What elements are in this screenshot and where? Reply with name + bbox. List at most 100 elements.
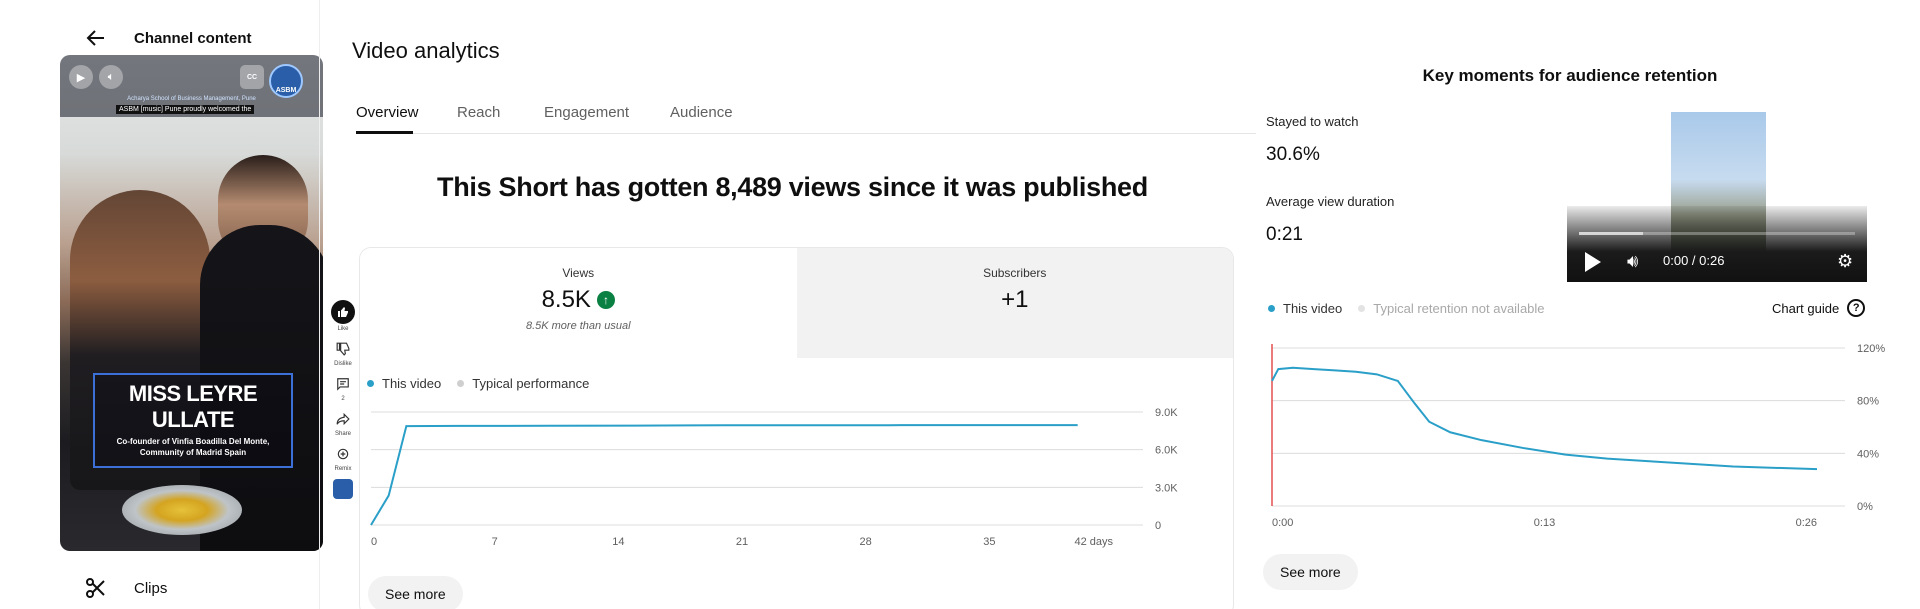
share-icon[interactable] [333,409,353,429]
short-video-preview[interactable]: ▶ 🔈︎ CC ASBM Acharya School of Business … [60,55,323,551]
views-chart: 9.0K 6.0K 3.0K 0 0 7 14 21 28 35 42 days [370,407,1178,548]
x-tick-label: 7 [492,536,498,548]
channel-avatar-action[interactable] [328,479,358,499]
x-tick-label: 42 days [1074,536,1113,548]
video-plate [122,485,242,535]
seek-bar[interactable] [1579,232,1855,235]
y-tick-label: 0 [1155,520,1161,532]
y-tick-label: 9.0K [1155,407,1178,419]
play-icon[interactable] [1585,252,1601,272]
page-title: Video analytics [352,38,500,63]
y-tick-label: 120% [1857,343,1885,355]
legend-typical: Typical performance [472,376,590,391]
scissors-icon [86,578,105,598]
share-label: Share [334,431,351,437]
series-line [1271,366,1818,471]
tab-audience[interactable]: Audience [670,104,733,121]
legend-dot [1358,305,1366,312]
lower-third: MISS LEYRE ULLATE Co-founder of Vinfia B… [93,373,293,468]
volume-icon[interactable]: 🔈︎ [99,65,123,89]
thumbs-up-icon[interactable] [331,300,355,324]
comment-icon[interactable] [333,374,353,394]
video-caption: ASBM [music] Pune proudly welcomed the [116,105,255,114]
series-line [370,424,1078,526]
analytics-tabs: Overview Reach Engagement Audience [356,100,1256,134]
y-tick-label: 3.0K [1155,482,1178,494]
see-more-button[interactable]: See more [368,576,463,609]
avg-view-duration-value: 0:21 [1266,224,1303,245]
active-tab-indicator [356,131,413,134]
chart-guide-label: Chart guide [1772,300,1840,316]
seek-bar-buffer [1579,232,1643,235]
remix-label: Remix [334,466,352,472]
arrow-up-icon: ↑ [596,291,615,309]
player-controls-bg [1567,206,1867,282]
x-tick-label: 28 [860,536,872,548]
tab-engagement[interactable]: Engagement [544,104,630,121]
key-moments-title: Key moments for audience retention [1422,66,1718,85]
comments-action[interactable]: 2 [328,374,358,402]
channel-content-title: Channel content [134,29,252,47]
volume-icon[interactable]: 🔊︎ [1627,251,1639,271]
column-divider [319,0,320,609]
like-action[interactable]: Like [328,300,358,332]
y-tick-label: 6.0K [1155,445,1178,457]
remix-action[interactable]: Remix [328,444,358,472]
views-metric[interactable]: Views 8.5K ↑ 8.5K more than usual [360,248,797,358]
gear-icon[interactable]: ⚙ [1837,251,1854,271]
person-subtitle: Co-founder of Vinfia Boadilla Del Monte,… [116,437,270,457]
legend-this-video: This video [1283,301,1343,316]
clips-nav-item[interactable]: Clips [84,576,167,600]
player-time: 0:00 / 0:26 [1663,253,1725,268]
video-school-name: Acharya School of Business Management, P… [127,96,256,102]
back-row[interactable]: Channel content [84,26,252,50]
see-more-retention-button[interactable]: See more [1263,554,1358,590]
legend-dot [457,380,465,387]
remix-icon[interactable] [333,444,353,464]
views-label: Views [562,266,595,280]
views-value-row: 8.5K ↑ [360,286,797,314]
tab-reach[interactable]: Reach [457,104,501,121]
x-tick-label: 0:00 [1272,517,1293,529]
thumbs-down-icon[interactable] [333,339,353,359]
legend-typical-unavailable: Typical retention not available [1373,301,1545,316]
x-tick-label: 21 [736,536,748,548]
legend-dot [367,380,374,387]
captions-icon[interactable]: CC [240,65,264,89]
x-tick-label: 0:26 [1796,517,1817,529]
arrow-left-icon[interactable] [84,26,108,50]
y-tick-label: 0% [1857,501,1873,513]
views-card: Views 8.5K ↑ 8.5K more than usual Subscr… [359,247,1234,609]
subscribers-value: +1 [1001,286,1029,313]
short-actions: Like Dislike 2 Share Remix [328,300,358,506]
x-tick-label: 14 [612,536,624,548]
y-tick-label: 40% [1857,448,1879,460]
comment-count: 2 [341,396,345,402]
x-tick-label: 0:13 [1534,517,1555,529]
views-chart-legend: This video Typical performance [367,376,589,391]
play-icon[interactable]: ▶ [69,65,93,89]
stayed-to-watch-value: 30.6% [1266,144,1320,165]
dislike-label: Dislike [334,361,352,367]
legend-this-video: This video [382,376,442,391]
share-action[interactable]: Share [328,409,358,437]
channel-avatar[interactable] [333,479,353,499]
y-tick-label: 80% [1857,396,1879,408]
tab-overview[interactable]: Overview [356,104,419,121]
x-tick-label: 35 [983,536,995,548]
dislike-action[interactable]: Dislike [328,339,358,367]
person-name: MISS LEYRE ULLATE [128,381,258,432]
views-value: 8.5K [541,286,591,313]
x-tick-label: 0 [371,536,377,548]
views-headline: This Short has gotten 8,489 views since … [437,172,1148,202]
avg-view-duration-label: Average view duration [1266,194,1395,209]
retention-video-player[interactable]: 🔊︎ 0:00 / 0:26 ⚙ [1567,112,1867,282]
subscribers-label: Subscribers [983,266,1047,280]
help-icon: ? [1847,299,1866,317]
retention-chart: 120% 80% 40% 0% 0:00 0:13 0:26 [1271,343,1885,529]
stayed-to-watch-label: Stayed to watch [1266,114,1359,129]
subscribers-metric[interactable]: Subscribers +1 [796,248,1233,358]
school-logo: ASBM [269,64,303,98]
legend-dot [1268,305,1275,312]
chart-guide-button[interactable]: Chart guide ? [1772,299,1866,317]
